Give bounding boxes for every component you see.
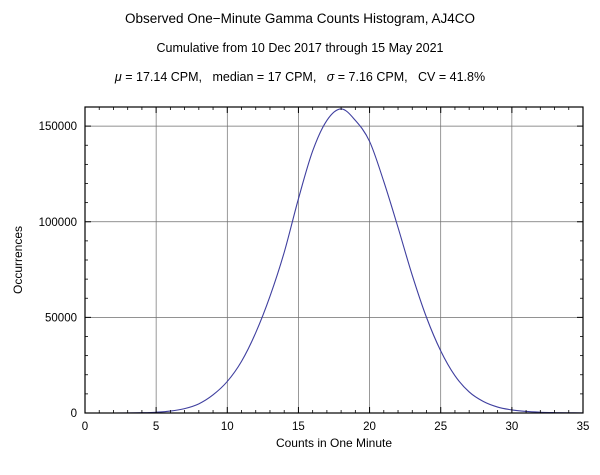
x-tick-label: 5 bbox=[153, 421, 159, 433]
chart-subtitle: Cumulative from 10 Dec 2017 through 15 M… bbox=[156, 41, 444, 55]
x-axis-label: Counts in One Minute bbox=[275, 436, 393, 450]
stats-greek-symbol: σ bbox=[326, 70, 335, 84]
x-tick-label: 10 bbox=[221, 421, 234, 433]
stats-text: = 7.16 CPM, CV = 41.8% bbox=[334, 70, 486, 84]
y-tick-label: 150000 bbox=[39, 121, 77, 133]
histogram-curve bbox=[84, 108, 584, 414]
x-tick-label: 35 bbox=[577, 421, 590, 433]
y-tick-label: 100000 bbox=[39, 217, 77, 229]
x-tick-label: 25 bbox=[434, 421, 447, 433]
x-tick-label: 15 bbox=[292, 421, 305, 433]
y-tick-label: 50000 bbox=[45, 312, 77, 324]
stats-text: = 17.14 CPM, median = 17 CPM, bbox=[121, 70, 327, 84]
y-tick-label: 0 bbox=[71, 408, 77, 420]
plot-frame bbox=[84, 106, 584, 414]
chart-stats: μ = 17.14 CPM, median = 17 CPM, σ = 7.16… bbox=[0, 70, 600, 84]
x-tick-label: 0 bbox=[82, 421, 88, 433]
stats-greek-symbol: μ bbox=[114, 70, 122, 84]
x-tick-label: 20 bbox=[363, 421, 376, 433]
chart-title: Observed One−Minute Gamma Counts Histogr… bbox=[124, 11, 476, 26]
x-tick-label: 30 bbox=[505, 421, 518, 433]
